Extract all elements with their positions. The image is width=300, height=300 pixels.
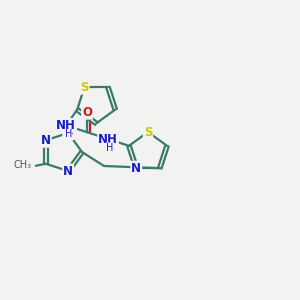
Text: S: S	[144, 125, 152, 139]
Text: CH₃: CH₃	[14, 160, 32, 170]
Text: O: O	[82, 106, 92, 119]
Text: N: N	[131, 162, 141, 175]
Text: O: O	[63, 127, 73, 140]
Text: N: N	[41, 134, 51, 147]
Text: NH: NH	[56, 119, 76, 132]
Text: H: H	[64, 129, 72, 140]
Text: NH: NH	[98, 133, 118, 146]
Text: S: S	[80, 81, 89, 94]
Text: N: N	[63, 164, 73, 178]
Text: H: H	[106, 143, 114, 153]
